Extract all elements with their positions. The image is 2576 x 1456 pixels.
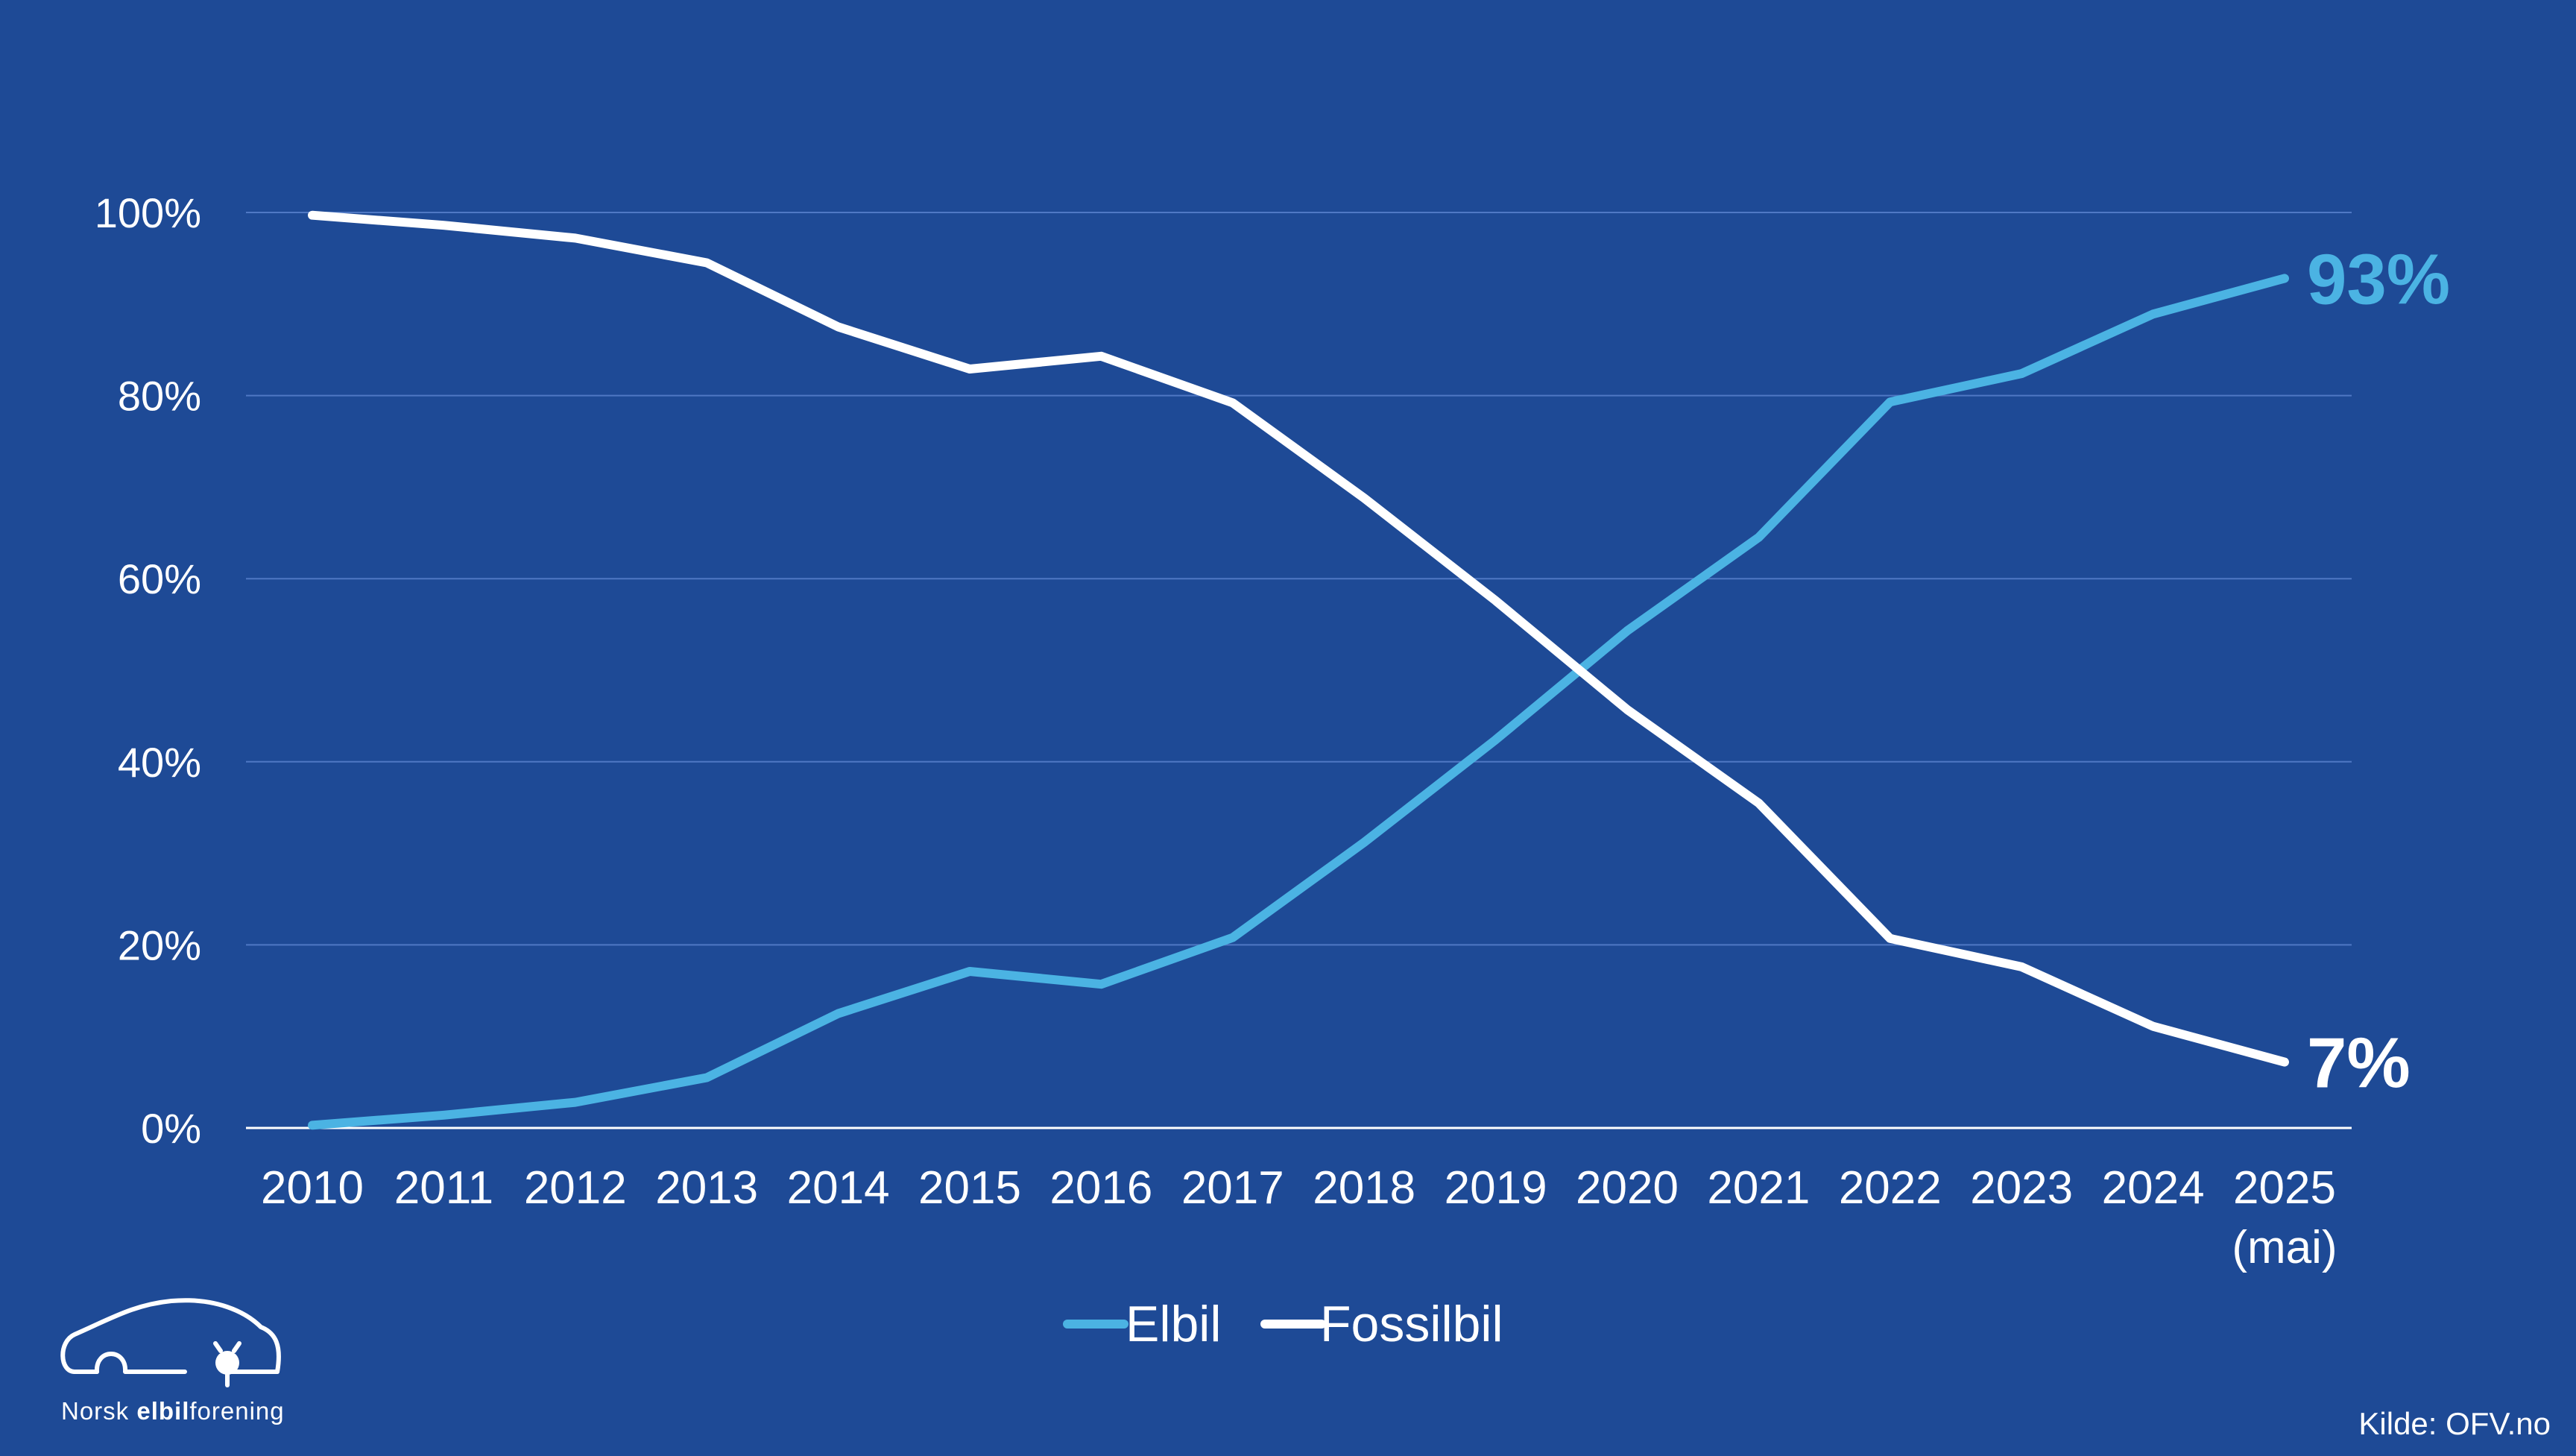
x-tick-labels: 2010 2011 2012 2013 2014 2015 2016 2017 2018 2019… [261,1162,2337,1273]
x-tick-sublabel: (mai) [2232,1222,2337,1273]
x-tick-label: 2016 [1049,1162,1152,1214]
x-tick-label: 2010 [261,1162,364,1214]
x-tick-label: 2012 [524,1162,627,1214]
gridlines [246,212,2352,1129]
x-tick-label: 2011 [394,1162,493,1214]
y-tick-label: 100% [95,189,201,236]
x-tick-label: 2013 [655,1162,758,1214]
x-tick-label: 2024 [2102,1162,2205,1214]
x-tick-label: 2023 [1970,1162,2073,1214]
y-tick-label: 60% [118,555,201,602]
end-label-elbil: 93% [2307,239,2450,319]
series-line-fossilbil [308,210,2289,1067]
series-lines [308,210,2289,1130]
car-plug-icon [60,1298,281,1387]
legend-label-elbil: Elbil [1126,1296,1222,1352]
legend: Elbil Fossilbil [1063,1296,1503,1352]
y-tick-label: 20% [118,921,201,968]
x-tick-label: 2025 [2233,1162,2336,1214]
x-tick-label: 2021 [1707,1162,1810,1214]
y-tick-label: 40% [118,739,201,786]
y-tick-label: 80% [118,373,201,420]
x-tick-label: 2019 [1445,1162,1547,1214]
x-tick-label: 2018 [1313,1162,1415,1214]
x-tick-label: 2020 [1576,1162,1679,1214]
legend-label-fossilbil: Fossilbil [1320,1296,1503,1352]
end-labels: 93% 7% [2307,239,2450,1103]
y-tick-label: 0% [141,1105,201,1152]
y-tick-labels: 0% 20% 40% 60% 80% 100% [95,189,201,1152]
source-note: Kilde: OFV.no [2358,1406,2551,1441]
x-tick-label: 2015 [918,1162,1021,1214]
series-line-elbil [308,274,2289,1130]
x-tick-label: 2014 [787,1162,890,1214]
x-tick-label: 2022 [1839,1162,1942,1214]
end-label-fossilbil: 7% [2307,1024,2411,1103]
logo: Norsk elbilforening [60,1298,285,1425]
logo-text: Norsk elbilforening [61,1397,285,1425]
x-tick-label: 2017 [1181,1162,1284,1214]
